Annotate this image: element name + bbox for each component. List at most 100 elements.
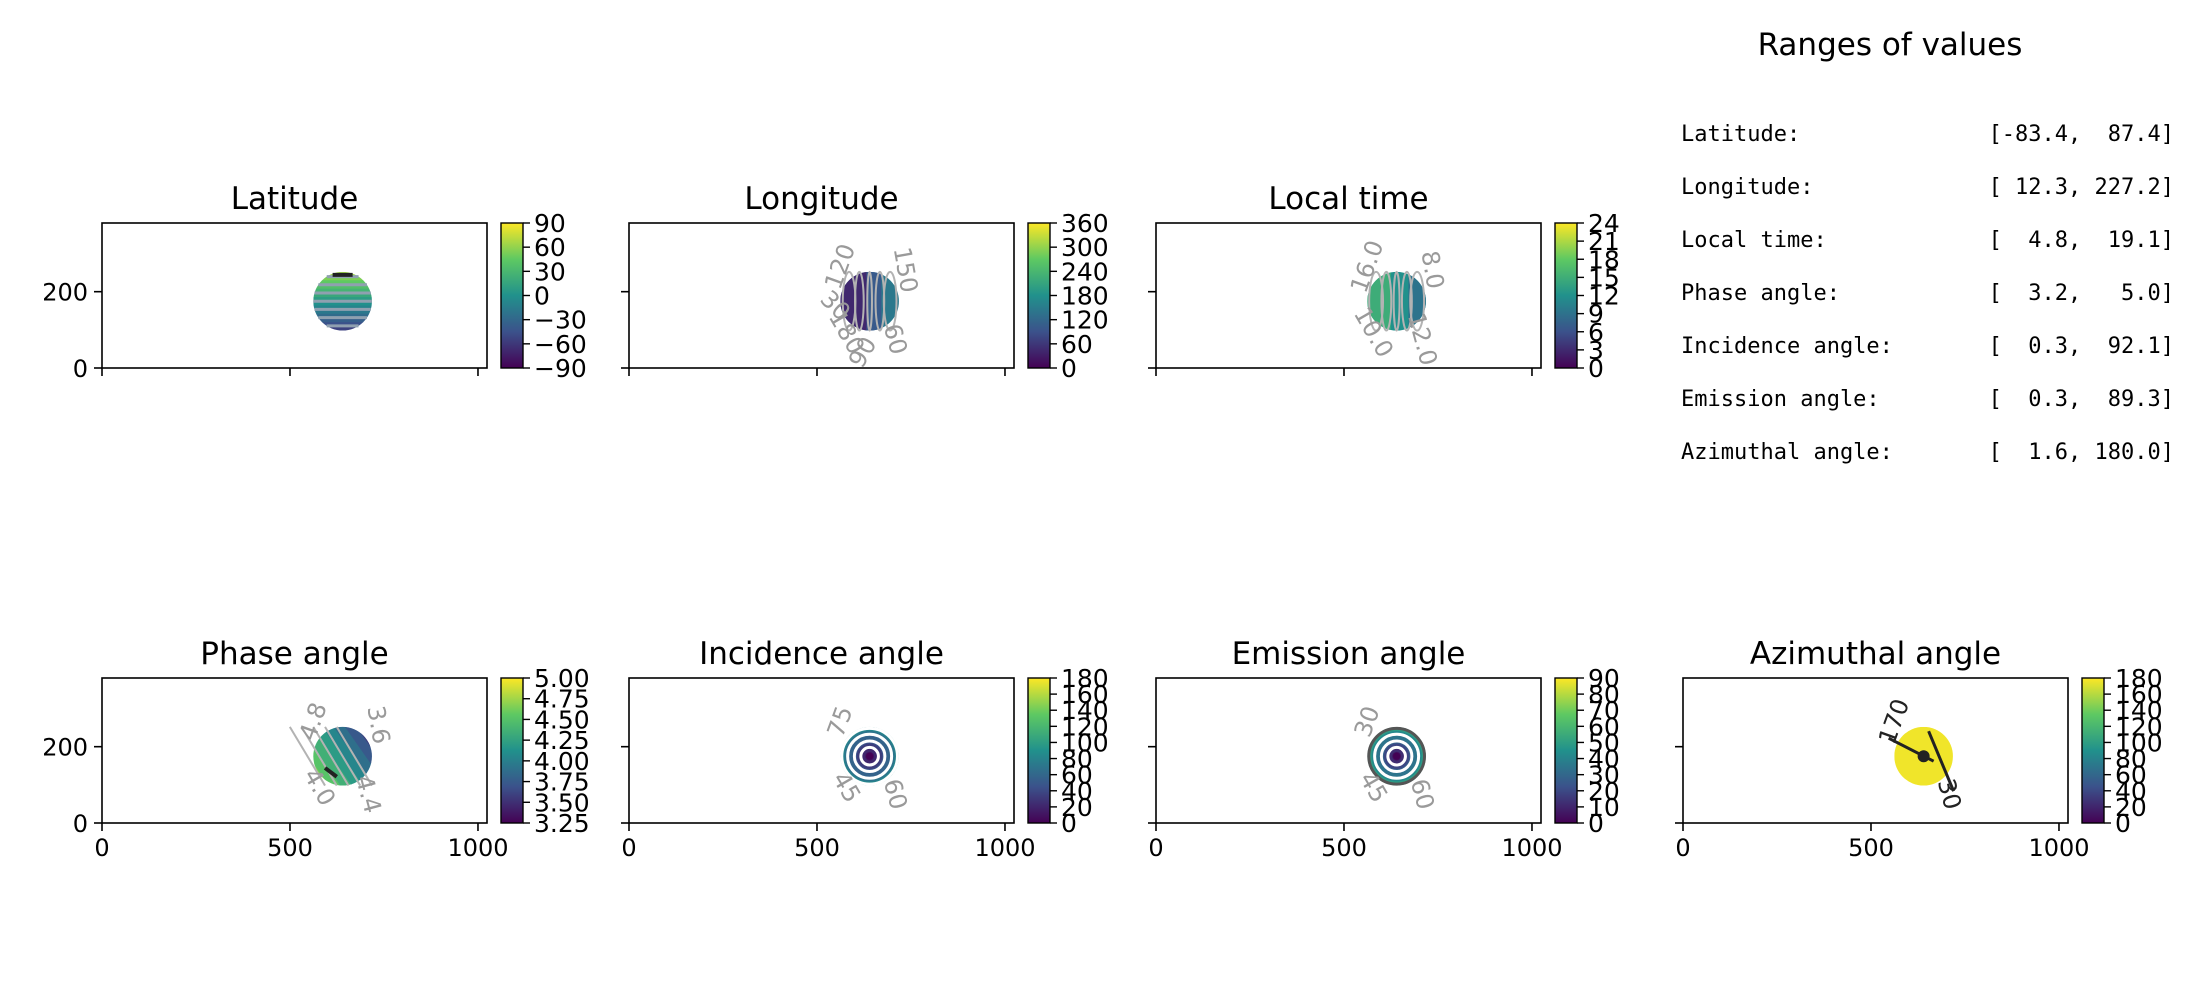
colorbar-tick-label: 18 bbox=[1588, 245, 1620, 274]
axes-frame bbox=[101, 222, 488, 369]
colorbar-tick-label: 20 bbox=[1061, 793, 1093, 822]
colorbar-tick-label: 140 bbox=[2115, 696, 2163, 725]
axes-frame bbox=[1682, 677, 2069, 824]
colorbar-tick-label: −60 bbox=[534, 330, 587, 359]
colorbar-tick-label: 9 bbox=[1588, 300, 1604, 329]
contour-lines: 4.84.44.03.6 bbox=[288, 699, 396, 816]
colorbar-tick-label: 4.25 bbox=[534, 726, 590, 755]
contour-label: 4.4 bbox=[350, 772, 387, 816]
range-value: [ 0.3, 92.1] bbox=[1989, 334, 2174, 359]
colorbar-tick-label: 3.75 bbox=[534, 768, 590, 797]
colorbar bbox=[500, 222, 524, 369]
contour-line bbox=[1373, 732, 1421, 780]
contour-line bbox=[882, 270, 898, 332]
colorbar-tick-label: 40 bbox=[2115, 777, 2147, 806]
localtime-fill-dark bbox=[1408, 271, 1426, 331]
colorbar-tick-label: 40 bbox=[1061, 777, 1093, 806]
panel-title: Azimuthal angle bbox=[1750, 636, 2001, 672]
colorbar-tick-label: 21 bbox=[1588, 227, 1620, 256]
range-value: [ 1.6, 180.0] bbox=[1989, 440, 2174, 465]
contour-line bbox=[323, 766, 338, 779]
colorbar-tick-label: 80 bbox=[1588, 680, 1620, 709]
contour-label: 8.0 bbox=[1415, 249, 1449, 291]
x-tick-label: 0 bbox=[94, 834, 109, 862]
panel-title: Emission angle bbox=[1232, 636, 1466, 672]
contour-center bbox=[866, 752, 874, 760]
colorbar-tick-label: 4.50 bbox=[534, 705, 590, 734]
y-tick-label: 0 bbox=[73, 355, 88, 383]
contour-line bbox=[1386, 745, 1407, 767]
colorbar-tick-label: 30 bbox=[534, 257, 566, 286]
colorbar-tick-label: 80 bbox=[1061, 745, 1093, 774]
contour-line bbox=[1367, 726, 1426, 786]
y-tick-label: 0 bbox=[73, 810, 88, 838]
latitude-band bbox=[313, 305, 372, 311]
x-tick-label: 500 bbox=[1321, 834, 1367, 862]
colorbar-tick-label: 60 bbox=[1588, 712, 1620, 741]
axes-frame bbox=[101, 677, 488, 824]
range-label: Incidence angle: bbox=[1681, 334, 1893, 359]
range-value: [-83.4, 87.4] bbox=[1989, 122, 2174, 147]
ranges-title: Ranges of values bbox=[1758, 27, 2023, 63]
colorbar bbox=[500, 677, 524, 824]
x-tick-label: 500 bbox=[794, 834, 840, 862]
range-value: [ 0.3, 89.3] bbox=[1989, 387, 2174, 412]
axes-frame bbox=[1155, 222, 1542, 369]
colorbar-tick-label: 180 bbox=[2115, 664, 2163, 693]
contour-line bbox=[1392, 270, 1401, 332]
range-label: Phase angle: bbox=[1681, 281, 1840, 306]
range-value: [ 3.2, 5.0] bbox=[1989, 281, 2174, 306]
colorbar-tick-label: 240 bbox=[1061, 257, 1109, 286]
colorbar-tick-label: 140 bbox=[1061, 696, 1109, 725]
phase-band bbox=[315, 726, 372, 786]
latitude-band bbox=[313, 313, 372, 319]
colorbar bbox=[1554, 677, 1578, 824]
x-tick-label: 1000 bbox=[2028, 834, 2089, 862]
x-tick-label: 0 bbox=[1148, 834, 1163, 862]
panel-title: Incidence angle bbox=[699, 636, 944, 672]
contour-label: 60 bbox=[1405, 776, 1440, 813]
colorbar-tick-label: 70 bbox=[1588, 696, 1620, 725]
panel-title: Longitude bbox=[744, 181, 898, 217]
contour-line bbox=[859, 745, 880, 767]
colorbar bbox=[2081, 677, 2105, 824]
colorbar-tick-label: 120 bbox=[1061, 306, 1109, 335]
axes-frame bbox=[628, 222, 1015, 369]
x-tick-label: 1000 bbox=[447, 834, 508, 862]
colorbar-tick-label: 15 bbox=[1588, 263, 1620, 292]
colorbar bbox=[1027, 222, 1051, 369]
contour-line bbox=[1409, 270, 1426, 332]
colorbar-tick-label: 180 bbox=[1061, 664, 1109, 693]
colorbar-tick-label: 20 bbox=[1588, 777, 1620, 806]
colorbar bbox=[1027, 677, 1051, 824]
range-label: Emission angle: bbox=[1681, 387, 1880, 412]
x-tick-label: 0 bbox=[621, 834, 636, 862]
longitude-fill-mid bbox=[866, 271, 882, 331]
colorbar-tick-label: 3 bbox=[1588, 336, 1604, 365]
contour-label: 60 bbox=[878, 321, 913, 358]
phase-band bbox=[313, 727, 355, 786]
colorbar-tick-label: 120 bbox=[1061, 712, 1109, 741]
contour-line bbox=[866, 270, 873, 332]
x-tick-label: 1000 bbox=[1501, 834, 1562, 862]
colorbar-tick-label: 0 bbox=[1061, 809, 1077, 838]
colorbar-tick-label: 120 bbox=[2115, 712, 2163, 741]
colorbar-tick-label: 40 bbox=[1588, 745, 1620, 774]
x-tick-label: 0 bbox=[1675, 834, 1690, 862]
contour-line bbox=[312, 726, 350, 787]
colorbar-tick-label: 180 bbox=[1061, 282, 1109, 311]
ranges-panel: Ranges of values Latitude: [-83.4, 87.4] Lo… bbox=[1681, 27, 2174, 465]
colorbar-tick-label: 20 bbox=[2115, 793, 2147, 822]
contour-line bbox=[852, 739, 887, 773]
latitude-band bbox=[313, 284, 372, 290]
contour-line bbox=[840, 726, 899, 786]
contour-line bbox=[1368, 270, 1385, 332]
contour-center bbox=[1917, 750, 1930, 763]
